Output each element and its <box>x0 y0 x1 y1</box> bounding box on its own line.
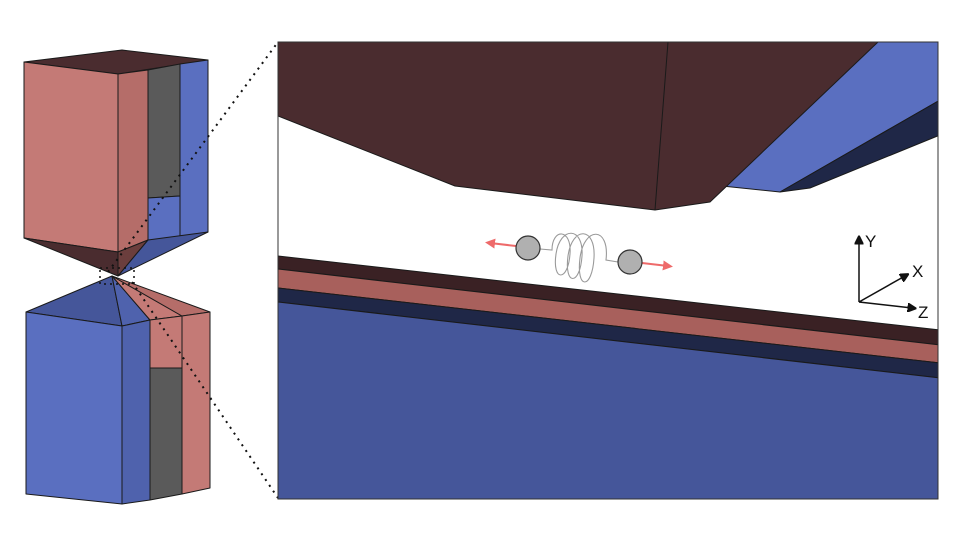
z-axis-arrow <box>858 301 912 308</box>
lower-electrode-gray-recess <box>149 367 183 501</box>
lower-electrode-side-pink-top <box>149 315 183 369</box>
lower-electrode-side-blue <box>121 319 151 505</box>
right-sphere <box>617 249 643 275</box>
z-axis-label: Z <box>918 303 928 322</box>
molecule-spring-icon <box>485 232 673 283</box>
zoom-panel-frame <box>277 41 939 500</box>
upper-electrode-side-pink <box>117 69 149 253</box>
upper-electrode-gray-recess <box>147 63 181 199</box>
x-axis-label: X <box>912 262 923 281</box>
zoom-layer-dark-top <box>278 255 938 346</box>
upper-electrode <box>23 49 209 277</box>
x-axis-arrow <box>858 276 905 303</box>
spring-coil <box>539 232 619 283</box>
upper-electrode-tip-side-blue <box>117 231 209 277</box>
zoom-line-bottom <box>131 281 279 499</box>
zoom-indicator-lines <box>99 41 279 499</box>
zoom-layer-blue-body <box>278 301 938 499</box>
coordinate-axes <box>859 240 912 308</box>
left-sphere <box>515 235 541 261</box>
lower-electrode-front-face <box>25 311 123 505</box>
zoom-region-box <box>99 267 135 285</box>
zoom-panel <box>277 41 939 500</box>
upper-electrode-side-blue <box>179 59 209 241</box>
lower-electrode <box>25 275 211 505</box>
upper-electrode-side-blue-low <box>147 195 181 241</box>
upper-electrode-front-face <box>23 61 119 253</box>
zoom-layer-navy <box>278 287 938 379</box>
zoom-upper-navy-edge <box>779 100 938 193</box>
right-arrow <box>641 260 673 271</box>
zoom-upper-tip-edge <box>654 42 669 211</box>
y-axis-label: Y <box>865 232 876 251</box>
left-arrow <box>485 238 517 249</box>
lower-electrode-side-pink <box>181 311 211 495</box>
zoom-line-top <box>107 41 279 273</box>
zoom-layer-pink <box>278 268 938 364</box>
